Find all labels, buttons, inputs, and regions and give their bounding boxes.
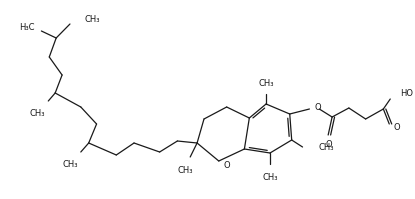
Text: CH₃: CH₃ [30, 109, 45, 118]
Text: CH₃: CH₃ [178, 166, 193, 175]
Text: O: O [326, 140, 332, 149]
Text: CH₃: CH₃ [85, 15, 100, 23]
Text: CH₃: CH₃ [258, 79, 274, 88]
Text: HO: HO [400, 90, 413, 99]
Text: O: O [393, 124, 400, 133]
Text: CH₃: CH₃ [262, 173, 278, 182]
Text: CH₃: CH₃ [62, 160, 78, 169]
Text: O: O [224, 162, 230, 171]
Text: CH₃: CH₃ [318, 142, 334, 151]
Text: O: O [315, 103, 321, 112]
Text: H₃C: H₃C [19, 23, 34, 32]
